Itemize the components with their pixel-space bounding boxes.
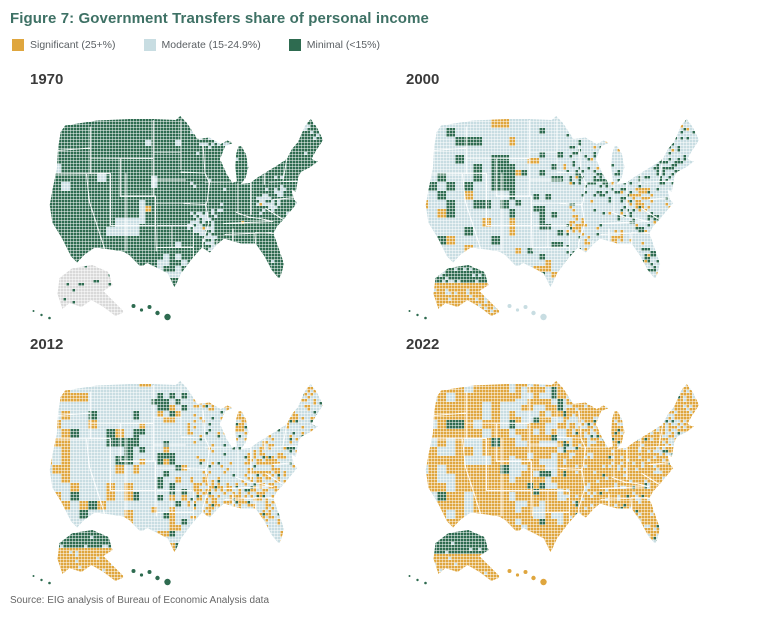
aleutian-island <box>48 581 51 585</box>
hawaii-inset <box>164 578 171 586</box>
year-label: 2012 <box>30 336 64 353</box>
alaska-cells-significant <box>57 548 124 581</box>
mainland-counties <box>425 381 700 552</box>
legend: Significant (25+%) Moderate (15-24.9%) Min… <box>12 39 762 51</box>
hawaii-inset <box>155 310 160 316</box>
legend-label: Minimal (<15%) <box>306 39 380 51</box>
alaska-cells-minimal <box>57 530 112 548</box>
legend-label: Significant (25+%) <box>30 39 116 51</box>
mainland-counties <box>49 116 324 287</box>
map-grid: 1970 2000 2012 2022 <box>10 61 762 591</box>
county-cells-minimal <box>49 116 324 287</box>
us-county-map-2022 <box>408 381 700 586</box>
aleutian-island <box>416 313 419 317</box>
figure-title: Figure 7: Government Transfers share of … <box>10 10 429 27</box>
legend-label: Moderate (15-24.9%) <box>161 39 261 51</box>
map-panel-2012: 2012 <box>10 326 386 591</box>
legend-swatch-significant <box>12 39 24 51</box>
map-panel-1970: 1970 <box>10 61 386 326</box>
aleutian-island <box>40 578 43 582</box>
alaska-cells-significant <box>433 554 500 581</box>
hawaii-inset <box>515 308 520 312</box>
year-label: 2000 <box>406 71 440 88</box>
aleutian-island <box>408 575 411 577</box>
year-label: 1970 <box>30 71 64 88</box>
us-county-map-2000 <box>408 116 700 321</box>
alaska-cells-minimal <box>433 530 491 554</box>
county-cells-significant <box>49 381 324 552</box>
alaska-inset <box>57 530 124 581</box>
hawaii-inset <box>131 569 136 573</box>
alaska-cells-nodata <box>57 265 124 316</box>
hawaii-inset <box>164 313 171 321</box>
hawaii-inset <box>147 570 152 574</box>
alaska-cells-minimal <box>433 265 488 283</box>
alaska-cells-significant <box>433 283 500 316</box>
hawaii-inset <box>540 313 547 321</box>
figure: Figure 7: Government Transfers share of … <box>10 10 762 606</box>
hawaii-inset <box>139 308 144 312</box>
county-cells-moderate <box>425 116 700 287</box>
legend-swatch-minimal <box>288 39 301 51</box>
aleutian-island <box>408 310 411 312</box>
source-note: Source: EIG analysis of Bureau of Econom… <box>10 595 270 606</box>
county-cells-moderate <box>49 381 324 543</box>
hawaii-inset <box>515 573 520 577</box>
hawaii-inset <box>531 310 536 316</box>
aleutian-island <box>424 581 427 585</box>
year-label: 2022 <box>406 336 440 353</box>
legend-item-minimal: Minimal (<15%) <box>288 39 380 51</box>
aleutian-island <box>32 575 35 577</box>
map-panel-2000: 2000 <box>386 61 762 326</box>
alaska-inset <box>433 530 500 581</box>
hawaii-inset <box>155 575 160 581</box>
hawaii-inset <box>507 569 512 573</box>
map-panel-2022: 2022 <box>386 326 762 591</box>
mainland-counties <box>49 381 324 552</box>
us-county-map-2012 <box>32 381 324 586</box>
hawaii-inset <box>523 305 528 309</box>
legend-swatch-moderate <box>143 39 156 51</box>
aleutian-island <box>424 316 427 320</box>
hawaii-inset <box>523 570 528 574</box>
aleutian-island <box>40 313 43 317</box>
hawaii-inset <box>540 578 547 586</box>
hawaii-inset <box>531 575 536 581</box>
aleutian-island <box>48 316 51 320</box>
aleutian-island <box>416 578 419 582</box>
legend-item-significant: Significant (25+%) <box>12 39 116 51</box>
legend-item-moderate: Moderate (15-24.9%) <box>143 39 261 51</box>
alaska-inset <box>433 265 500 316</box>
aleutian-island <box>32 310 35 312</box>
hawaii-inset <box>139 573 144 577</box>
hawaii-inset <box>131 304 136 308</box>
mainland-counties <box>425 116 700 287</box>
us-county-map-1970 <box>32 116 324 321</box>
hawaii-inset <box>507 304 512 308</box>
hawaii-inset <box>147 305 152 309</box>
county-cells-significant <box>425 381 700 552</box>
alaska-cells-moderate <box>433 268 500 316</box>
alaska-inset <box>57 265 124 316</box>
